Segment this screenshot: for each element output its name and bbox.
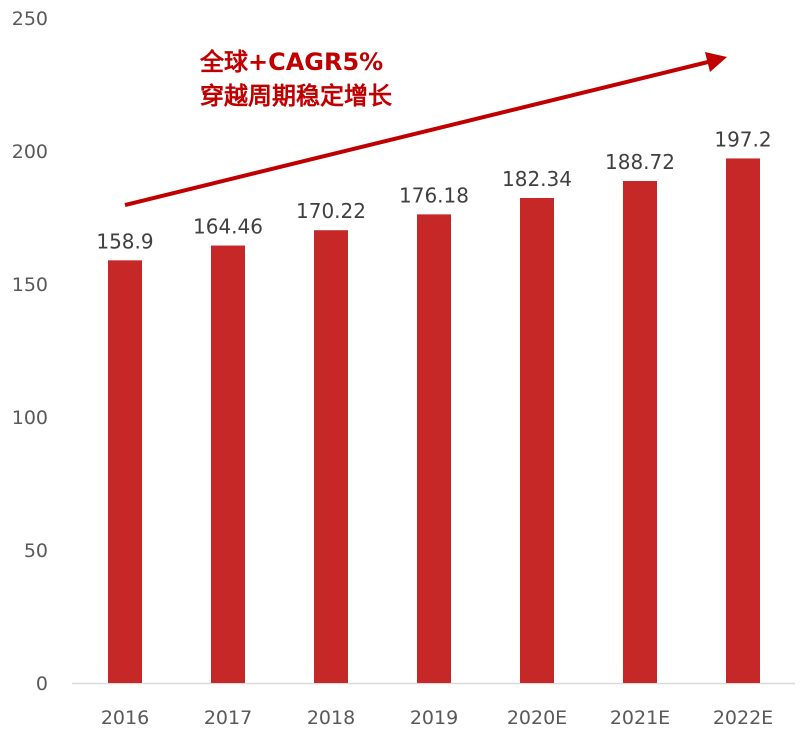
bar-2021E — [623, 181, 657, 683]
x-tick-label: 2021E — [610, 707, 670, 729]
annotation-line-1: 全球+CAGR5% — [199, 48, 383, 76]
trend-arrow-head — [705, 52, 727, 72]
data-label: 188.72 — [605, 150, 675, 174]
trend-arrow — [124, 52, 727, 207]
data-label: 182.34 — [502, 167, 572, 191]
bar-2017 — [211, 245, 245, 683]
bar-2022E — [726, 158, 760, 683]
y-tick-label: 250 — [12, 8, 48, 30]
data-label: 164.46 — [193, 215, 263, 239]
x-tick-label: 2018 — [307, 707, 355, 729]
trend-arrow-line — [124, 60, 709, 207]
y-axis-ticks: 0 50 100 150 200 250 — [12, 8, 48, 695]
bar-2016 — [108, 260, 142, 683]
y-tick-label: 200 — [12, 141, 48, 163]
x-tick-label: 2022E — [713, 707, 773, 729]
data-label: 158.9 — [96, 229, 153, 253]
data-label: 170.22 — [296, 199, 366, 223]
annotation-line-2: 穿越周期稳定增长 — [200, 82, 393, 110]
x-tick-label: 2020E — [507, 707, 567, 729]
data-label: 197.2 — [714, 127, 771, 151]
x-tick-label: 2019 — [410, 707, 458, 729]
y-tick-label: 100 — [12, 407, 48, 429]
bar-2019 — [417, 214, 451, 683]
y-tick-label: 0 — [36, 673, 48, 695]
x-tick-label: 2016 — [101, 707, 149, 729]
x-axis-ticks: 2016 2017 2018 2019 2020E 2021E 2022E — [101, 707, 773, 729]
bars: 158.9 164.46 170.22 176.18 182.34 188.72 197.2 — [96, 127, 772, 684]
x-tick-label: 2017 — [204, 707, 252, 729]
bar-2020E — [520, 197, 554, 684]
data-label: 176.18 — [399, 183, 469, 207]
y-tick-label: 150 — [12, 274, 48, 296]
bar-2018 — [314, 230, 348, 684]
y-tick-label: 50 — [24, 540, 48, 562]
